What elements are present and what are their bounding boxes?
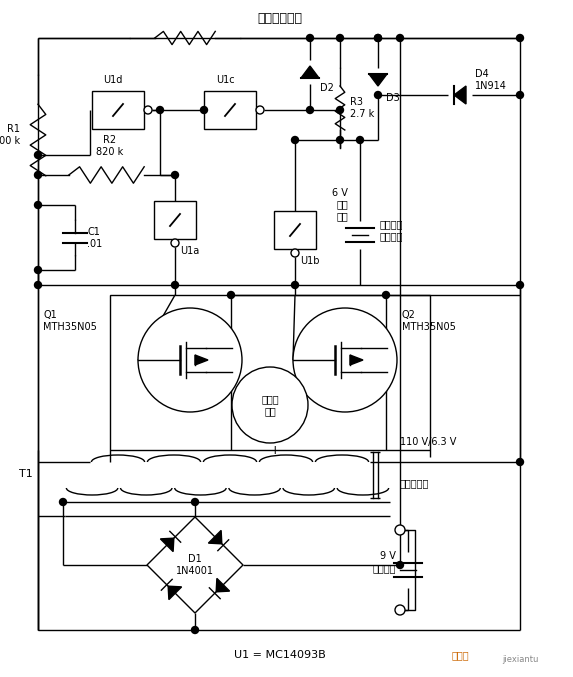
Text: 9 V
镍镉电池: 9 V 镍镉电池 xyxy=(372,551,396,573)
Circle shape xyxy=(397,607,403,613)
Polygon shape xyxy=(216,578,230,592)
Text: D2: D2 xyxy=(320,83,334,93)
Circle shape xyxy=(291,249,299,257)
Circle shape xyxy=(516,458,524,466)
Circle shape xyxy=(171,171,179,179)
Circle shape xyxy=(232,367,308,443)
Polygon shape xyxy=(301,66,319,78)
Circle shape xyxy=(60,498,66,506)
Circle shape xyxy=(34,267,41,274)
Text: D4
1N914: D4 1N914 xyxy=(475,69,507,91)
Circle shape xyxy=(292,137,299,144)
Circle shape xyxy=(395,605,405,615)
Circle shape xyxy=(171,239,179,247)
Circle shape xyxy=(336,106,343,114)
Text: U1c: U1c xyxy=(215,75,234,85)
Circle shape xyxy=(336,137,343,144)
Circle shape xyxy=(307,35,313,41)
Text: 失效保护
激励电源: 失效保护 激励电源 xyxy=(380,219,403,241)
Text: R2
820 k: R2 820 k xyxy=(96,135,124,157)
Circle shape xyxy=(34,171,41,179)
Bar xyxy=(92,91,144,129)
Circle shape xyxy=(516,35,524,41)
Circle shape xyxy=(293,308,397,412)
Text: 110 V/6.3 V: 110 V/6.3 V xyxy=(400,437,456,447)
Circle shape xyxy=(138,308,242,412)
Text: 太阳能
电池: 太阳能 电池 xyxy=(261,394,279,416)
Bar xyxy=(204,91,256,129)
Circle shape xyxy=(191,498,198,506)
Text: C1
.01: C1 .01 xyxy=(87,227,102,249)
Text: U1 = MC14093B: U1 = MC14093B xyxy=(234,650,326,660)
Circle shape xyxy=(34,152,41,158)
Circle shape xyxy=(191,626,198,634)
Circle shape xyxy=(375,91,382,98)
Circle shape xyxy=(397,35,403,41)
Circle shape xyxy=(375,35,382,41)
Polygon shape xyxy=(209,530,222,544)
Text: Q1
MTH35N05: Q1 MTH35N05 xyxy=(43,310,97,332)
Circle shape xyxy=(383,292,390,299)
Text: +: + xyxy=(270,445,280,458)
Circle shape xyxy=(34,202,41,209)
Polygon shape xyxy=(160,538,174,552)
Circle shape xyxy=(397,527,403,533)
Text: U1a: U1a xyxy=(180,246,199,256)
Text: R3
2.7 k: R3 2.7 k xyxy=(350,97,374,118)
Circle shape xyxy=(171,282,179,288)
Text: Q2
MTH35N05: Q2 MTH35N05 xyxy=(402,310,456,332)
Bar xyxy=(154,201,196,239)
Text: 6 V
镍镉
电池: 6 V 镍镉 电池 xyxy=(332,188,348,221)
Bar xyxy=(110,295,430,450)
Polygon shape xyxy=(454,86,466,104)
Text: D3: D3 xyxy=(386,93,400,103)
Circle shape xyxy=(356,137,363,144)
Polygon shape xyxy=(168,586,182,600)
Circle shape xyxy=(375,35,382,41)
Circle shape xyxy=(34,282,41,288)
Text: jiexiantu: jiexiantu xyxy=(502,655,538,665)
Text: 灯丝变压器: 灯丝变压器 xyxy=(400,478,429,488)
Circle shape xyxy=(201,106,207,114)
Circle shape xyxy=(156,106,163,114)
Circle shape xyxy=(516,282,524,288)
Circle shape xyxy=(227,292,234,299)
Text: R1
100 k: R1 100 k xyxy=(0,124,20,146)
Text: U1b: U1b xyxy=(300,256,320,266)
Circle shape xyxy=(336,35,343,41)
Text: 硫化镉光电管: 硫化镉光电管 xyxy=(257,12,303,24)
Text: D1
1N4001: D1 1N4001 xyxy=(176,554,214,576)
Bar xyxy=(274,211,316,249)
Circle shape xyxy=(144,106,152,114)
Circle shape xyxy=(397,561,403,569)
Circle shape xyxy=(307,106,313,114)
Circle shape xyxy=(292,282,299,288)
Polygon shape xyxy=(195,355,208,365)
Text: T1: T1 xyxy=(19,469,33,479)
Text: U1d: U1d xyxy=(103,75,123,85)
Circle shape xyxy=(395,525,405,535)
Circle shape xyxy=(516,91,524,98)
Polygon shape xyxy=(369,74,387,86)
Polygon shape xyxy=(350,355,363,365)
Circle shape xyxy=(256,106,264,114)
Text: 接线图: 接线图 xyxy=(451,650,469,660)
